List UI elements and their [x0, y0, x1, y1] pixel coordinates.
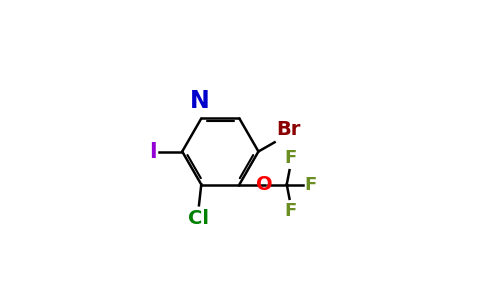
Text: Cl: Cl [188, 209, 210, 228]
Text: Br: Br [276, 120, 300, 139]
Text: F: F [305, 176, 317, 194]
Text: O: O [257, 175, 273, 194]
Text: N: N [190, 89, 210, 113]
Text: I: I [149, 142, 157, 161]
Text: F: F [284, 149, 296, 167]
Text: F: F [284, 202, 296, 220]
